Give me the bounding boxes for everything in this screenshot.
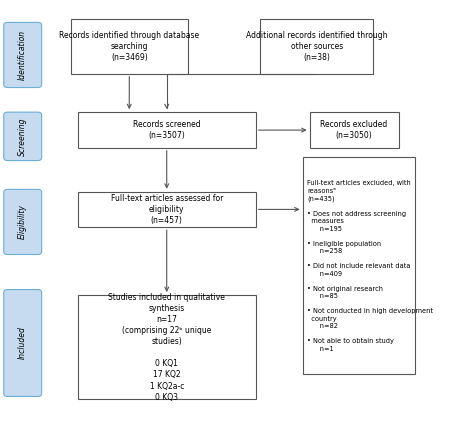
Bar xyxy=(78,192,256,227)
Text: Full-text articles excluded, with
reasonsᵃ
(n=435)

• Does not address screening: Full-text articles excluded, with reason… xyxy=(307,180,433,352)
Bar xyxy=(78,295,256,399)
Text: Studies included in qualitative
synthesis
n=17
(comprising 22ᵇ unique
studies)

: Studies included in qualitative synthesi… xyxy=(108,293,225,401)
Text: Screening: Screening xyxy=(18,117,27,156)
Text: Included: Included xyxy=(18,327,27,360)
Bar xyxy=(260,19,373,74)
Bar xyxy=(78,113,256,148)
FancyBboxPatch shape xyxy=(4,22,42,88)
FancyBboxPatch shape xyxy=(4,290,42,396)
Text: Eligibility: Eligibility xyxy=(18,204,27,239)
Bar xyxy=(302,157,415,374)
Text: Additional records identified through
other sources
(n=38): Additional records identified through ot… xyxy=(246,31,387,62)
Text: Full-text articles assessed for
eligibility
(n=457): Full-text articles assessed for eligibil… xyxy=(110,194,223,225)
Text: Records identified through database
searching
(n=3469): Records identified through database sear… xyxy=(59,31,200,62)
Text: Identification: Identification xyxy=(18,30,27,80)
Text: Records screened
(n=3507): Records screened (n=3507) xyxy=(133,120,201,140)
Text: Records excluded
(n=3050): Records excluded (n=3050) xyxy=(320,120,388,140)
FancyBboxPatch shape xyxy=(4,190,42,255)
Bar xyxy=(310,113,399,148)
FancyBboxPatch shape xyxy=(4,112,42,161)
Bar xyxy=(71,19,188,74)
